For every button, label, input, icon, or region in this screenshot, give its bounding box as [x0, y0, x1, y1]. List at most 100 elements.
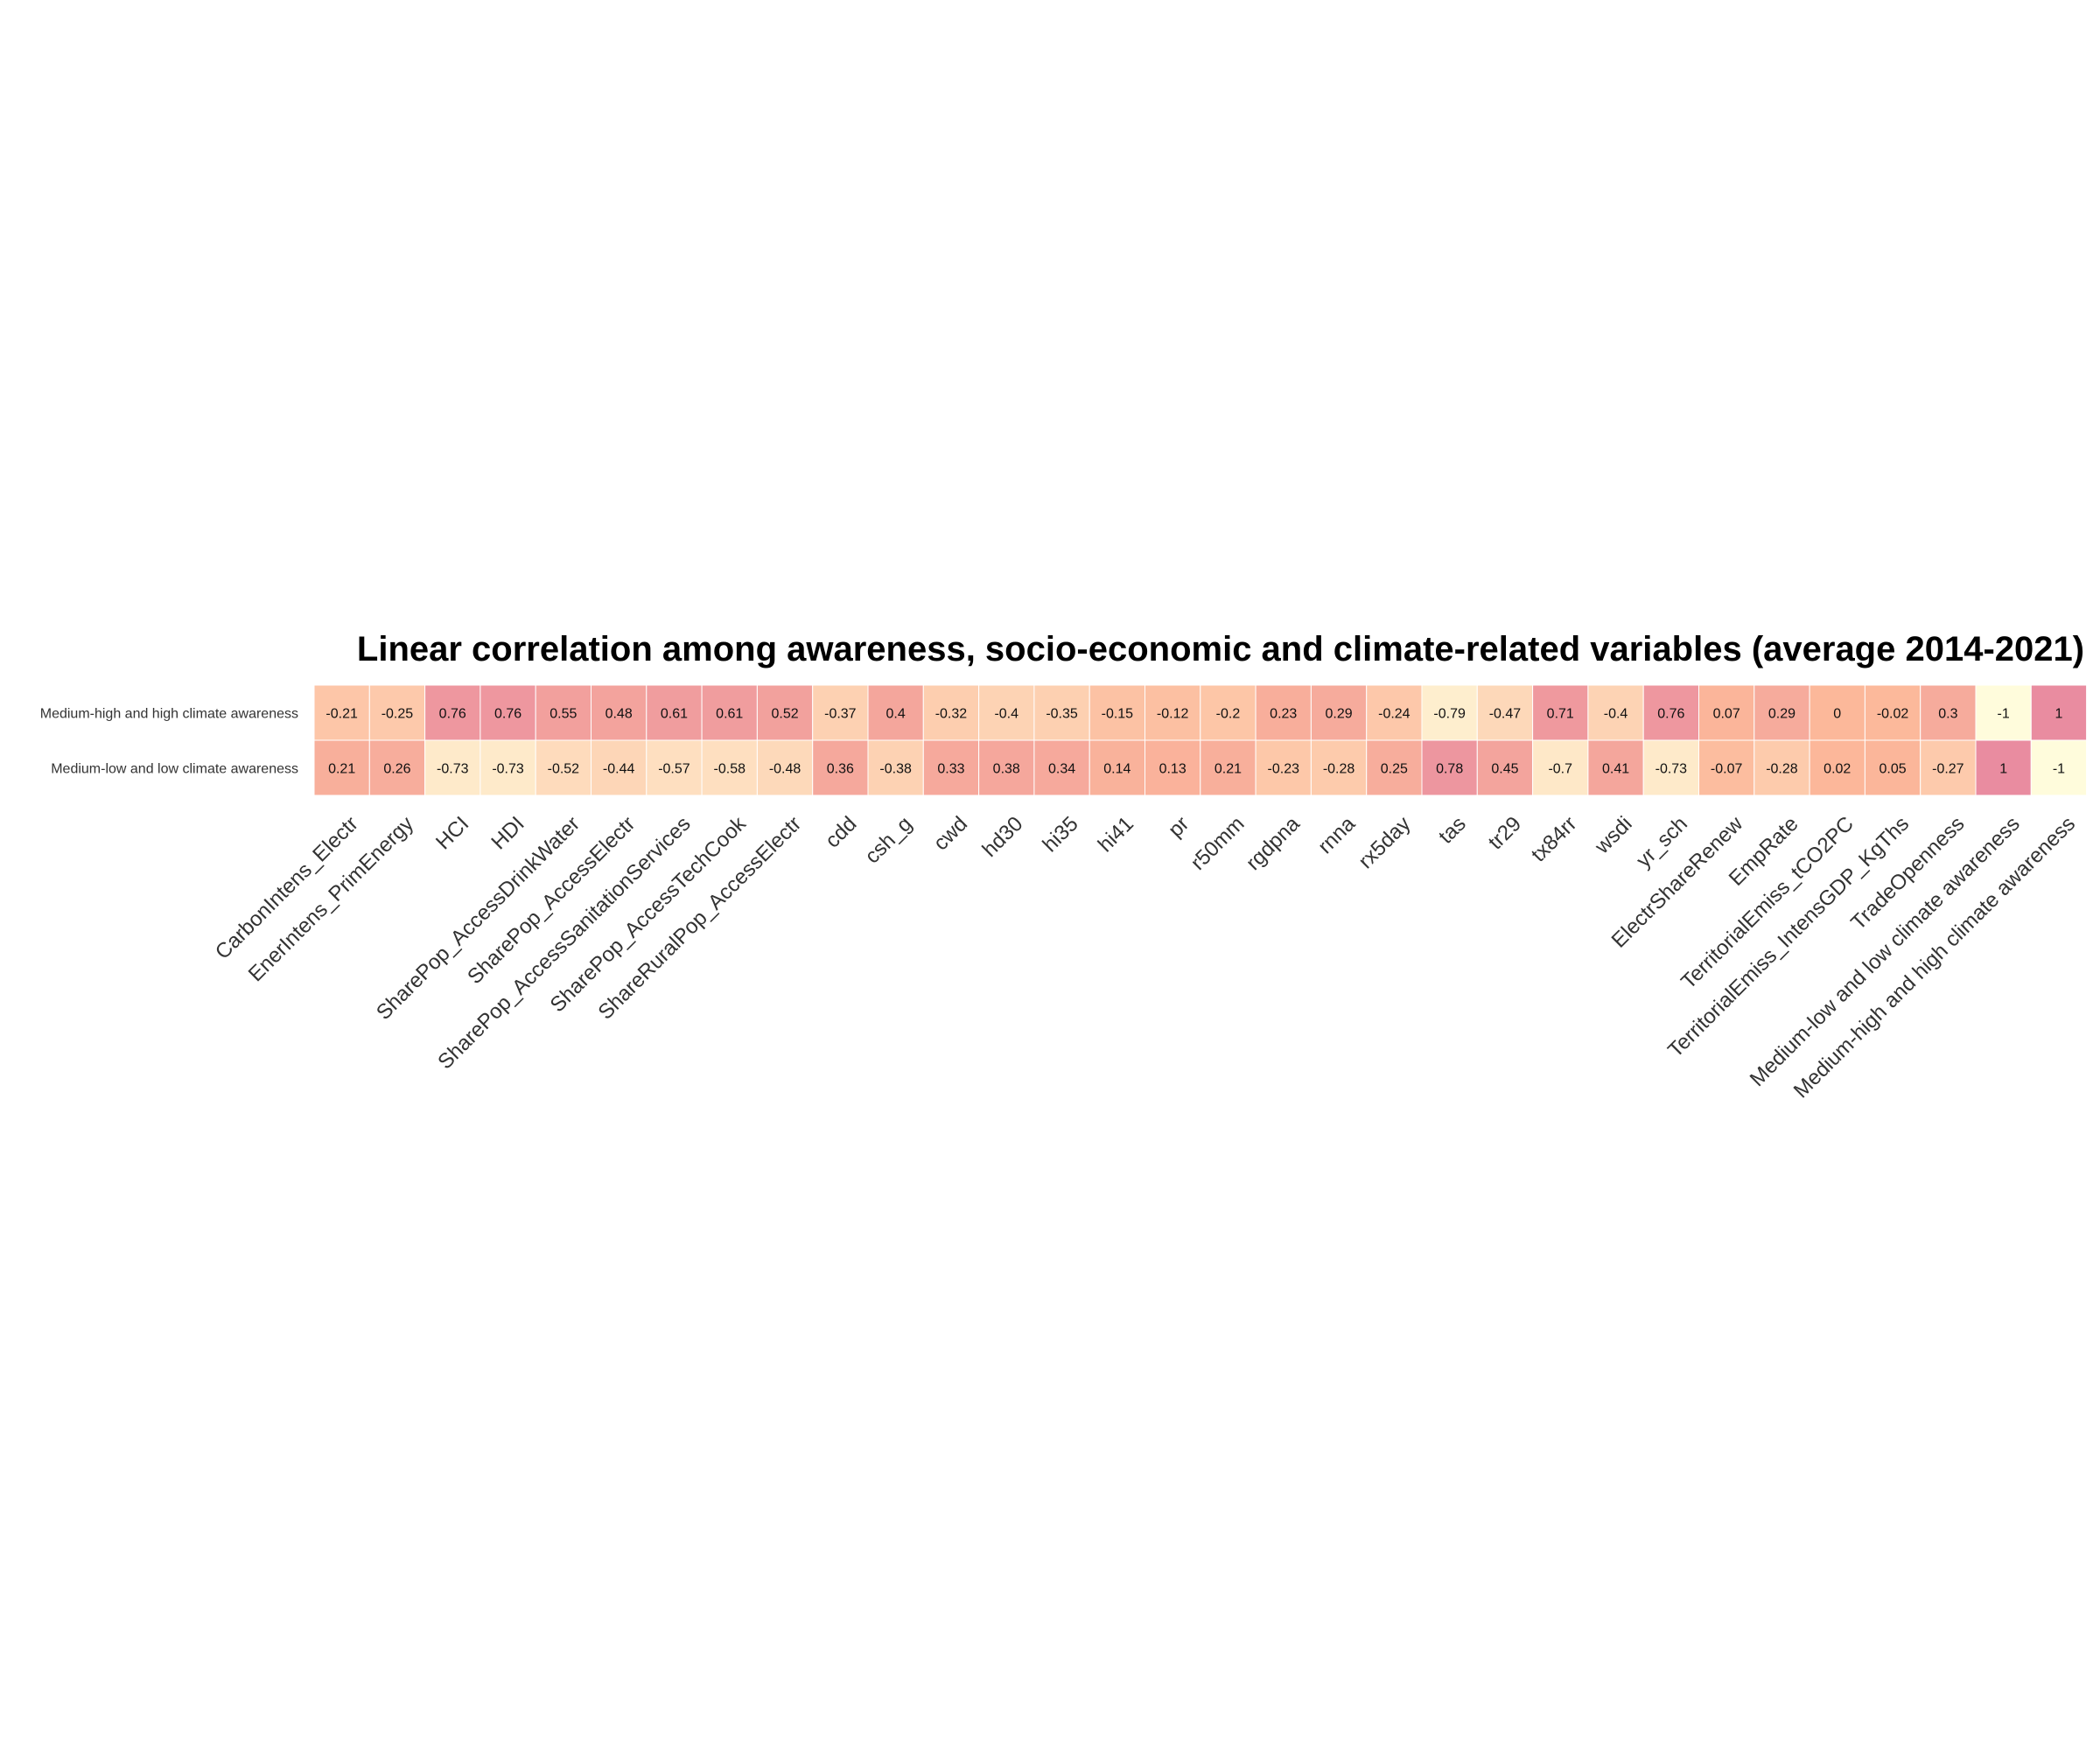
cell-value-label: 0.36: [827, 762, 854, 777]
cell-value-label: -0.27: [1932, 762, 1964, 777]
cell-value-label: 0.38: [993, 762, 1020, 777]
cell-value-label: 0.45: [1491, 762, 1518, 777]
cell-value-label: -0.48: [769, 762, 802, 777]
cell-value-label: 0.76: [439, 707, 466, 722]
cell-value-label: -0.79: [1433, 707, 1466, 722]
cell-value-label: -0.44: [603, 762, 635, 777]
heatmap-cell: [812, 684, 869, 741]
column-label: cdd: [821, 812, 861, 852]
heatmap-cell: [424, 739, 481, 796]
cell-value-label: 0.33: [937, 762, 964, 777]
column-label: hi35: [1038, 812, 1082, 857]
cell-value-label: 0.21: [1214, 762, 1242, 777]
heatmap-cell: [424, 684, 481, 741]
heatmap-cell: [701, 739, 758, 796]
heatmap-cell: [368, 739, 426, 796]
cell-value-label: -0.73: [1656, 762, 1688, 777]
heatmap-cell: [1532, 684, 1589, 741]
cell-value-label: -0.73: [437, 762, 469, 777]
column-label: tas: [1434, 812, 1471, 849]
heatmap-cell: [1200, 684, 1256, 741]
column-label: cwd: [929, 812, 972, 855]
column-label: rnna: [1313, 812, 1361, 859]
column-label: csh_g: [860, 812, 916, 868]
cell-value-label: 1: [2054, 707, 2062, 722]
cell-value-label: -0.73: [492, 762, 524, 777]
column-label: rgdpna: [1242, 812, 1305, 875]
row-labels: Medium-high and high climate awareness Me…: [40, 707, 298, 777]
heatmap-cell: [368, 684, 426, 741]
heatmap-cell: [1920, 739, 1977, 796]
cell-value-label: -0.7: [1548, 762, 1572, 777]
heatmap-cell: [701, 684, 758, 741]
cell-value-label: -0.24: [1378, 707, 1410, 722]
cell-value-label: 0.25: [1381, 762, 1408, 777]
column-label: hi41: [1094, 812, 1138, 857]
cell-value-label: -1: [1998, 707, 2010, 722]
column-label: HCI: [431, 812, 473, 854]
heatmap-cell: [1532, 739, 1589, 796]
heatmap-cell: [922, 684, 980, 741]
cell-value-label: 0.07: [1713, 707, 1740, 722]
heatmap-cell: [313, 684, 370, 741]
heatmap-cell: [1255, 684, 1312, 741]
cell-value-label: -1: [2053, 762, 2065, 777]
cell-value-label: 0.76: [494, 707, 522, 722]
column-labels: CarbonIntens_ElectrEnerIntens_PrimEnergy…: [211, 811, 2080, 1102]
heatmap-cell: [1754, 739, 1810, 796]
cell-value-label: -0.4: [1604, 707, 1628, 722]
heatmap-cell: [646, 739, 703, 796]
cell-value-label: 0.71: [1547, 707, 1574, 722]
heatmap-cell: [535, 739, 592, 796]
cell-value-label: -0.52: [548, 762, 580, 777]
heatmap-cell: [591, 684, 648, 741]
cell-value-label: 0.48: [606, 707, 633, 722]
cell-value-label: 0.52: [771, 707, 798, 722]
heatmap-cell: [1476, 739, 1534, 796]
cell-value-label: -0.57: [658, 762, 690, 777]
cell-value-label: -0.21: [326, 707, 358, 722]
cell-value-label: 0.76: [1657, 707, 1684, 722]
heatmap-cell: [1809, 684, 1866, 741]
cell-value-label: 0.05: [1879, 762, 1906, 777]
cell-value-label: 0.29: [1325, 707, 1352, 722]
column-label: r50mm: [1186, 812, 1250, 875]
cell-value-label: -0.02: [1877, 707, 1909, 722]
cell-value-label: 0.23: [1270, 707, 1297, 722]
column-label: wsdi: [1590, 812, 1637, 859]
heatmap-cell: [2030, 739, 2088, 796]
column-label: SharePop_AccessSanitationServices: [433, 812, 695, 1074]
heatmap-cell: [1698, 739, 1755, 796]
heatmap-cell: [1642, 739, 1699, 796]
heatmap-cell: [812, 739, 869, 796]
heatmap-cell: [1864, 684, 1922, 741]
cell-value-label: -0.35: [1046, 707, 1078, 722]
heatmap-cell: [1975, 684, 2032, 741]
column-label: rx5day: [1354, 812, 1415, 873]
column-label: pr: [1164, 812, 1194, 842]
heatmap-cell: [1255, 739, 1312, 796]
cell-value-label: 0.13: [1159, 762, 1186, 777]
cell-value-label: -0.23: [1268, 762, 1300, 777]
cell-value-label: -0.38: [879, 762, 912, 777]
cell-value-label: 0.61: [716, 707, 743, 722]
heatmap-cell: [1033, 739, 1090, 796]
heatmap-cell: [1033, 684, 1090, 741]
heatmap-cell: [867, 739, 924, 796]
heatmap-cell: [1421, 739, 1478, 796]
column-label: tr29: [1484, 812, 1526, 854]
heatmap-cell: [1864, 739, 1922, 796]
column-label: tx84rr: [1527, 812, 1581, 866]
cell-value-label: 0.21: [328, 762, 355, 777]
heatmap-cell: [1476, 684, 1534, 741]
cell-value-label: -0.28: [1766, 762, 1798, 777]
cell-value-label: 0.3: [1938, 707, 1957, 722]
heatmap-cell: [978, 739, 1035, 796]
cell-value-label: 0: [1833, 707, 1841, 722]
cell-value-label: 0.29: [1768, 707, 1796, 722]
cell-value-label: -0.58: [714, 762, 746, 777]
heatmap-cell: [1809, 739, 1866, 796]
cell-value-label: 1: [1999, 762, 2007, 777]
heatmap-cell: [1144, 739, 1201, 796]
cell-value-label: -0.12: [1157, 707, 1189, 722]
